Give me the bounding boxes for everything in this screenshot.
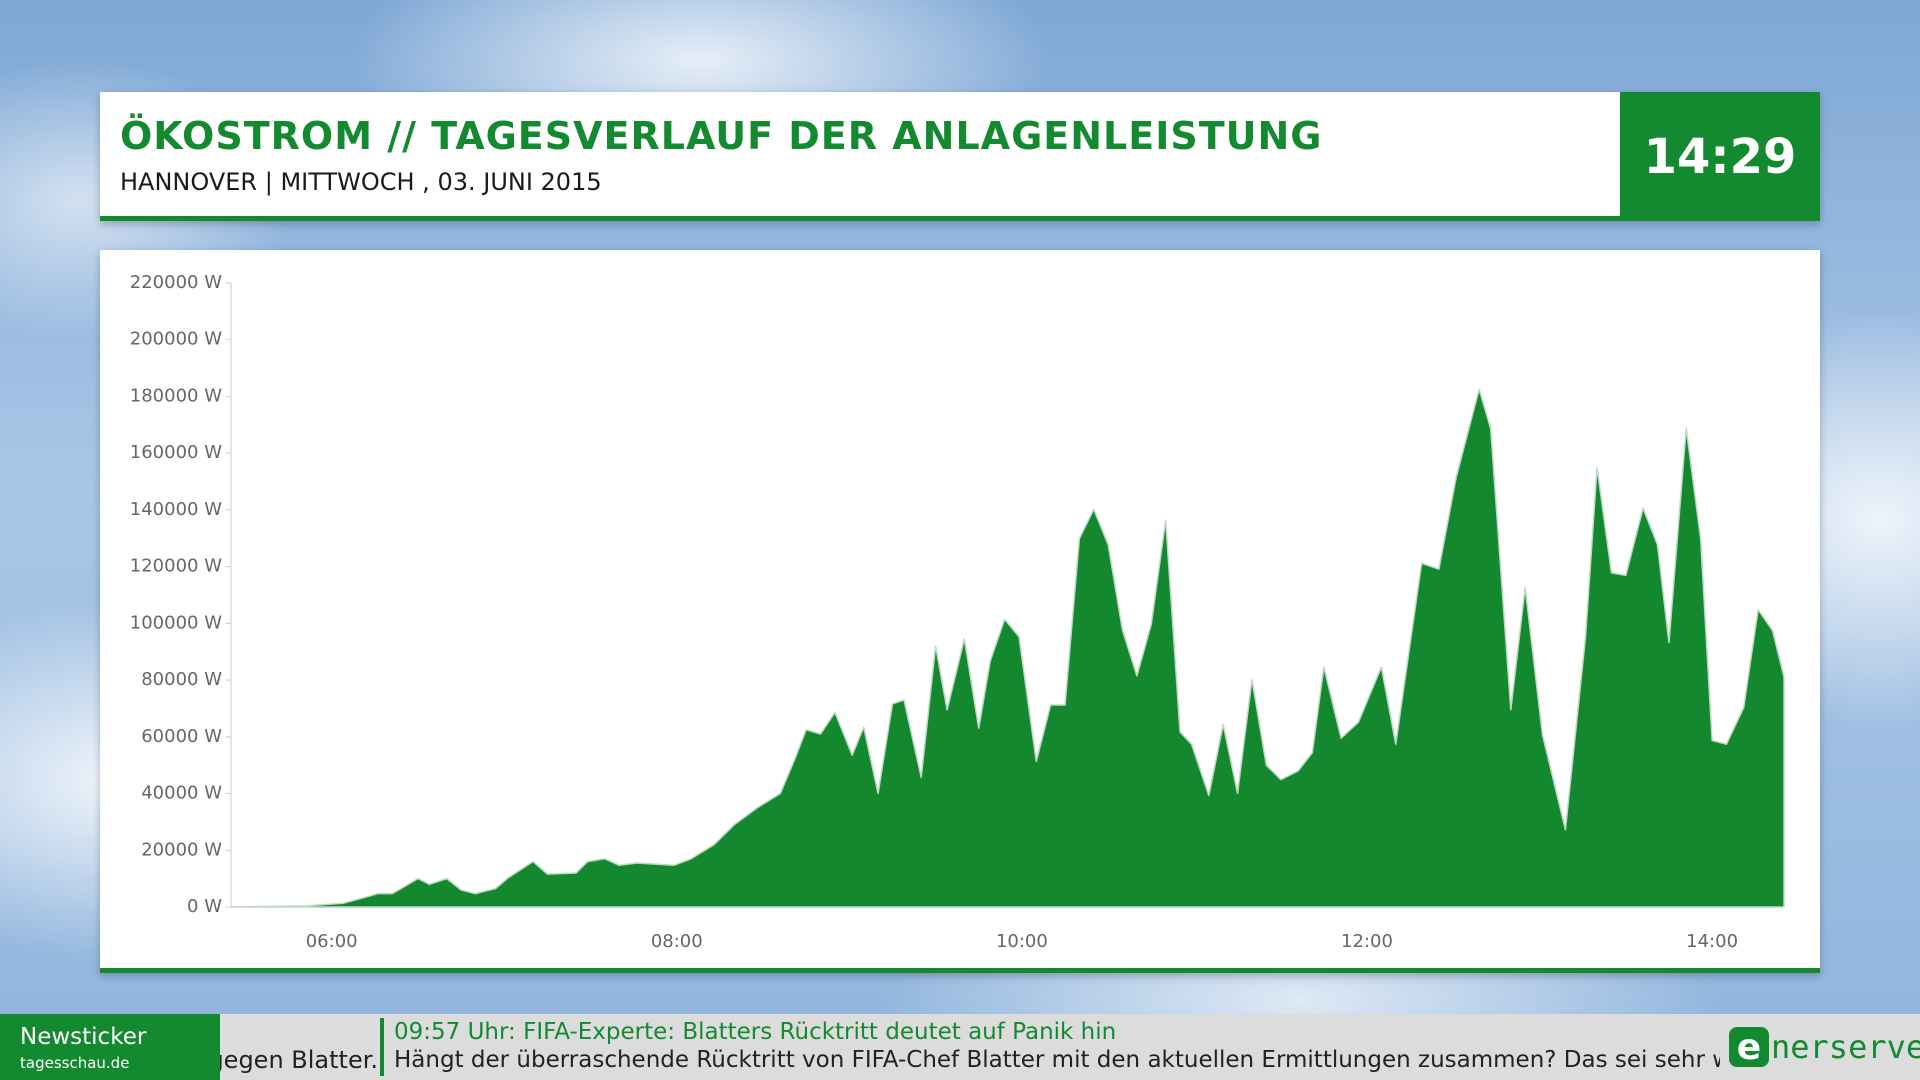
y-tick-label: 80000 W (141, 669, 222, 690)
y-tick-label: 60000 W (141, 726, 222, 747)
news-ticker: gegen Blatter. Newsticker tagesschau.de … (0, 1014, 1920, 1080)
ticker-label: Newsticker (20, 1024, 147, 1050)
header-panel: ÖKOSTROM // TAGESVERLAUF DER ANLAGENLEIS… (100, 92, 1820, 221)
area (230, 388, 1785, 908)
y-tick-label: 120000 W (130, 556, 222, 577)
y-tick-label: 40000 W (141, 783, 222, 804)
y-tick-label: 160000 W (130, 442, 222, 463)
logo: e nerserve (1729, 1020, 1920, 1074)
ticker-source: tagesschau.de (20, 1054, 130, 1072)
logo-text: nerserve (1771, 1028, 1920, 1066)
ticker-text: Hängt der überraschende Rücktritt von FI… (394, 1047, 1720, 1073)
chart: 0 W 20000 W 40000 W 60000 W 80000 W 100000 W 1… (130, 272, 1785, 952)
subtitle: HANNOVER | MITTWOCH , 03. JUNI 2015 (120, 168, 602, 196)
x-tick-label: 06:00 (306, 931, 358, 952)
chart-panel: 0 W 20000 W 40000 W 60000 W 80000 W 100000 W 1… (100, 250, 1820, 973)
x-tick-label: 12:00 (1341, 931, 1393, 952)
clock: 14:29 (1620, 92, 1820, 221)
ticker-divider (380, 1018, 384, 1076)
y-tick-label: 140000 W (130, 499, 222, 520)
x-tick-label: 10:00 (996, 931, 1048, 952)
ticker-previous: gegen Blatter. (208, 1046, 378, 1074)
ticker-label-box: Newsticker tagesschau.de (0, 1014, 220, 1080)
y-tick-label: 20000 W (141, 839, 222, 860)
y-tick-label: 180000 W (130, 385, 222, 406)
y-tick-label: 100000 W (130, 612, 222, 633)
y-tick-label: 220000 W (130, 272, 222, 293)
y-tick-label: 0 W (187, 896, 222, 917)
logo-mark: e (1729, 1027, 1769, 1068)
title: ÖKOSTROM // TAGESVERLAUF DER ANLAGENLEIS… (120, 114, 1323, 158)
x-tick-label: 08:00 (651, 931, 703, 952)
x-tick-label: 14:00 (1686, 931, 1738, 952)
ticker-headline: 09:57 Uhr: FIFA-Experte: Blatters Rücktr… (394, 1019, 1117, 1045)
y-tick-label: 200000 W (130, 329, 222, 350)
